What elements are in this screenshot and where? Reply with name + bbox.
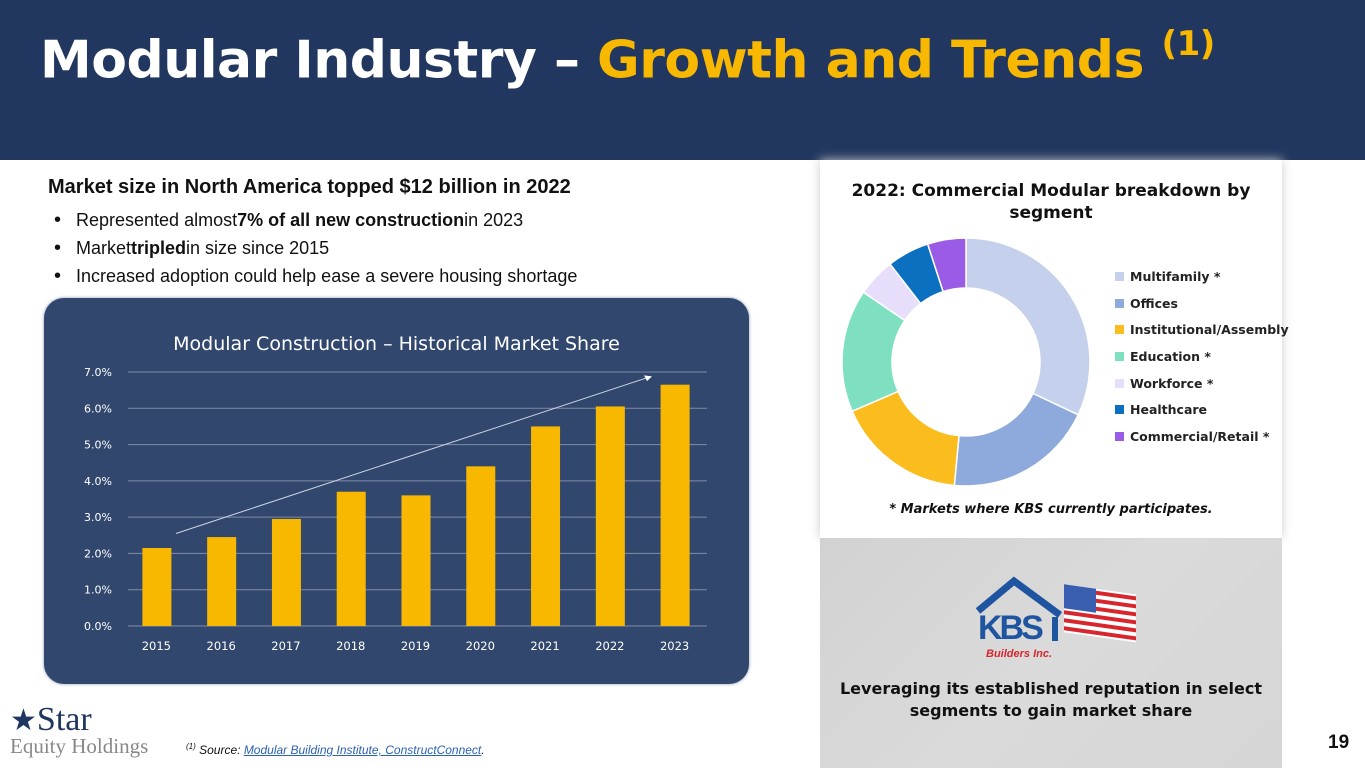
logo-line1: Star	[36, 701, 92, 738]
page-title: Modular Industry – Growth and Trends (1)	[40, 24, 1215, 91]
legend-item: Offices	[1115, 290, 1289, 317]
source-footnote: (1) Source: Modular Building Institute, …	[186, 742, 485, 757]
bar-2017	[271, 518, 301, 626]
y-tick-label: 0.0%	[84, 620, 112, 633]
legend-swatch	[1115, 325, 1124, 335]
kbs-logo-sub: Builders Inc.	[986, 648, 1052, 660]
kbs-tagline: Leveraging its established reputation in…	[839, 679, 1263, 720]
bullet-bold: 7% of all new construction	[237, 209, 465, 230]
footnote-marker: (1)	[186, 742, 196, 751]
donut-chart	[841, 237, 1091, 487]
title-accent: Growth and Trends	[597, 30, 1144, 91]
bar-chart-panel: Modular Construction – Historical Market…	[44, 298, 749, 684]
bullet-text: Increased adoption could help ease a sev…	[76, 265, 578, 286]
legend-swatch	[1115, 298, 1124, 308]
bar-2018	[336, 491, 366, 626]
bullet-item: • Represented almost 7% of all new constr…	[54, 208, 524, 231]
bar-2016	[207, 537, 237, 626]
source-end: .	[481, 743, 485, 757]
trend-arrow-line	[175, 376, 649, 534]
legend-item: Commercial/Retail *	[1115, 423, 1289, 450]
bar-2022	[595, 406, 625, 626]
legend-swatch	[1115, 351, 1124, 361]
legend-item: Education *	[1115, 343, 1289, 370]
bullet-item: • Market tripled in size since 2015	[54, 236, 330, 259]
source-link[interactable]: Modular Building Institute, ConstructCon…	[243, 743, 482, 757]
donut-title: 2022: Commercial Modular breakdown by se…	[851, 181, 1251, 223]
donut-note: * Markets where KBS currently participat…	[889, 502, 1213, 517]
donut-slice-commercialretail	[926, 237, 967, 293]
y-tick-label: 7.0%	[84, 366, 112, 379]
kbs-logo: KBS Builders Inc.	[975, 576, 1136, 660]
legend-item: Healthcare	[1115, 396, 1289, 423]
x-tick-label: 2019	[401, 639, 430, 653]
x-tick-label: 2017	[271, 639, 300, 653]
x-tick-label: 2018	[336, 639, 365, 653]
y-tick-label: 2.0%	[84, 547, 112, 560]
bullet-item: • Increased adoption could help ease a se…	[54, 264, 578, 287]
y-tick-label: 4.0%	[84, 475, 112, 488]
x-tick-label: 2020	[466, 639, 495, 653]
legend-label: Institutional/Assembly	[1130, 322, 1289, 338]
bar-2020	[466, 466, 496, 626]
bullet-text: Represented almost	[76, 209, 238, 230]
bar-2021	[531, 426, 561, 626]
y-tick-label: 1.0%	[84, 584, 112, 597]
bar-2019	[401, 495, 431, 626]
y-tick-label: 3.0%	[84, 511, 112, 524]
donut-panel: 2022: Commercial Modular breakdown by se…	[820, 160, 1289, 538]
logo-line2: Equity Holdings	[10, 734, 149, 758]
legend-item: Workforce *	[1115, 370, 1289, 397]
legend-swatch	[1115, 378, 1124, 388]
bar-2023	[660, 384, 690, 626]
x-tick-label: 2022	[595, 639, 624, 653]
x-tick-label: 2021	[530, 639, 559, 653]
legend-swatch	[1115, 271, 1124, 281]
kbs-logo-text: KBS	[978, 609, 1043, 647]
donut-legend: Multifamily * Offices Institutional/Assemb…	[1115, 263, 1289, 450]
star-icon: ★	[10, 703, 37, 738]
header-banner: Modular Industry – Growth and Trends (1)	[0, 0, 1365, 160]
x-tick-label: 2023	[660, 639, 689, 653]
donut-slice-multifamily	[965, 237, 1091, 416]
legend-label: Education *	[1130, 348, 1211, 364]
bullet-text: in size since 2015	[186, 237, 330, 258]
donut-slice-offices	[953, 392, 1080, 487]
trend-arrow-head	[644, 375, 652, 382]
legend-label: Healthcare	[1130, 402, 1208, 418]
us-flag-icon	[1064, 584, 1136, 643]
legend-swatch	[1115, 431, 1124, 441]
y-tick-label: 5.0%	[84, 439, 112, 452]
bullet-text: in 2023	[464, 209, 524, 230]
title-main: Modular Industry –	[40, 30, 598, 91]
bar-chart-title: Modular Construction – Historical Market…	[173, 333, 620, 355]
source-label: Source:	[195, 743, 244, 757]
title-footnote-ref: (1)	[1161, 24, 1216, 64]
bullet-text: Market	[76, 237, 132, 258]
x-tick-label: 2015	[142, 639, 171, 653]
y-tick-label: 6.0%	[84, 402, 112, 415]
legend-item: Multifamily *	[1115, 263, 1289, 290]
legend-label: Multifamily *	[1130, 268, 1221, 284]
bullet-bold: tripled	[131, 237, 187, 258]
legend-label: Commercial/Retail *	[1130, 428, 1270, 444]
donut-slice-institutionalassembly	[851, 390, 960, 487]
intro-lead: Market size in North America topped $12 …	[48, 176, 571, 198]
legend-item: Institutional/Assembly	[1115, 316, 1289, 343]
kbs-panel: KBS Builders Inc. Leveraging its establi…	[820, 538, 1282, 768]
bar-2015	[142, 547, 172, 626]
intro-bullets: • Represented almost 7% of all new constr…	[48, 206, 577, 290]
legend-label: Offices	[1130, 295, 1178, 311]
legend-label: Workforce *	[1130, 375, 1214, 391]
page-number: 19	[1328, 732, 1350, 753]
legend-swatch	[1115, 405, 1124, 415]
bar-chart: 0.0% 1.0% 2.0% 3.0% 4.0% 5.0% 6.0% 7.0% 2015 2016…	[84, 366, 707, 653]
x-tick-label: 2016	[207, 639, 236, 653]
star-equity-logo: ★Star Equity Holdings	[10, 701, 149, 758]
